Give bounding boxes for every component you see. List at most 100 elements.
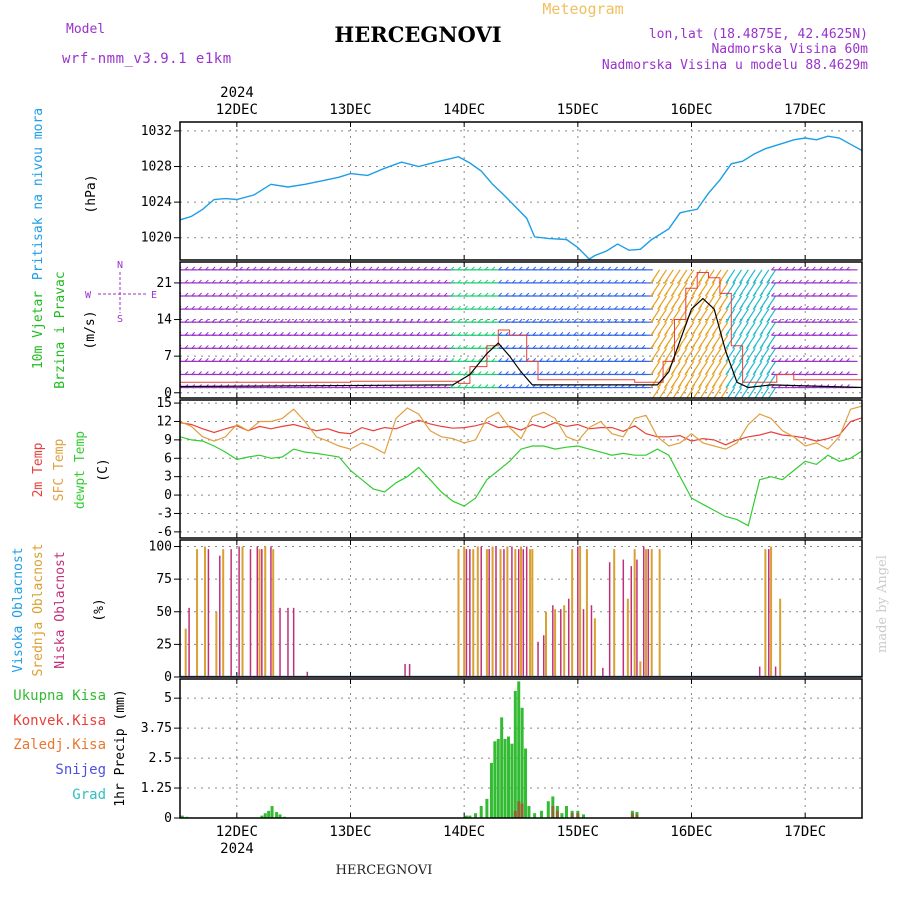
wind-barb-head xyxy=(327,279,332,284)
wind-barb-head xyxy=(805,344,809,349)
wind-barb-head xyxy=(777,344,782,349)
wind-barb-head xyxy=(607,358,612,362)
wind-barb-head xyxy=(314,331,318,336)
wind-barb-head xyxy=(409,279,414,284)
low-cloud-bar xyxy=(306,671,309,677)
wind-barb-head xyxy=(341,331,346,336)
wind-barb-head xyxy=(457,318,462,323)
date-label-top: 13DEC xyxy=(329,102,371,118)
wind-barb-head xyxy=(409,305,414,310)
wind-barb-head xyxy=(711,358,716,362)
wind-barb-head xyxy=(705,332,709,336)
wind-barb-head xyxy=(784,279,789,284)
date-label-bottom: 16DEC xyxy=(670,824,712,840)
low-cloud-bar xyxy=(287,607,289,677)
wind-barb xyxy=(657,321,667,336)
wind-barb xyxy=(670,321,681,336)
wind-barb xyxy=(766,361,777,375)
wind-barb-head xyxy=(477,318,482,323)
total-precip-bar xyxy=(500,717,504,818)
wind-barb-head xyxy=(771,305,775,310)
wind-barb-head xyxy=(423,318,427,323)
wind-barb-head xyxy=(464,384,468,388)
wind-barb-head xyxy=(614,318,618,323)
wind-barb-head xyxy=(641,279,646,284)
wind-barb-head xyxy=(771,266,775,271)
wind-barb-head xyxy=(725,384,730,389)
wind-barb xyxy=(745,295,756,310)
total-precip-bar xyxy=(496,738,500,818)
low-cloud-bar xyxy=(469,549,471,677)
total-precip-bar xyxy=(506,736,510,818)
wind-barb xyxy=(739,295,749,310)
wind-barb xyxy=(713,387,722,398)
wind-barb-head xyxy=(423,331,427,336)
wind-barb-head xyxy=(650,305,655,310)
low-cloud-bar xyxy=(622,559,625,677)
wind-barb xyxy=(670,374,681,389)
wind-barb-head xyxy=(286,371,291,375)
wind-barb-head xyxy=(280,266,284,271)
wind-barb xyxy=(732,269,743,284)
wind-barb-head xyxy=(593,318,598,323)
mid-cloud-bar xyxy=(645,549,648,677)
wind-barb xyxy=(711,334,722,349)
wind-barb xyxy=(766,334,777,349)
wind-barb-head xyxy=(573,305,578,310)
wind-barb-head xyxy=(846,344,850,349)
wind-barb-head xyxy=(457,305,462,310)
wind-barb-head xyxy=(341,266,346,271)
wind-barb-head xyxy=(341,292,346,297)
wind-barb-head xyxy=(341,318,346,323)
wind-barb-head xyxy=(464,279,468,284)
wind-barb-head xyxy=(198,305,202,310)
wind-barb xyxy=(670,361,681,375)
wind-barb-head xyxy=(348,292,352,297)
wind-ylabel2: Brzina i Pravac xyxy=(53,271,68,388)
wind-barb-head xyxy=(348,266,352,271)
low-cloud-bar xyxy=(249,549,252,677)
mid-cloud-bar xyxy=(633,549,636,677)
wind-barb-head xyxy=(518,384,523,388)
wind-barb-head xyxy=(205,266,209,271)
ytick-label: 5 xyxy=(164,691,172,706)
wind-barb-head xyxy=(382,305,387,310)
wind-barb-head xyxy=(532,344,537,349)
wind-barb xyxy=(711,295,722,310)
wind-barb-head xyxy=(745,371,750,376)
wind-barb-head xyxy=(593,344,598,349)
wind-barb-head xyxy=(784,358,789,362)
low-cloud-bar xyxy=(207,549,210,677)
wind-barb-head xyxy=(791,358,796,362)
wind-barb-head xyxy=(348,331,352,336)
wind-barb-head xyxy=(409,266,414,271)
wind-barb xyxy=(752,295,763,310)
wind-barb-head xyxy=(286,279,291,284)
wind-barb-head xyxy=(705,292,709,297)
wind-barb-head xyxy=(225,279,230,284)
ytick-label: 0 xyxy=(164,386,172,401)
ytick-label: 21 xyxy=(156,276,172,291)
wind-barb-head xyxy=(818,344,823,349)
wind-barb-head xyxy=(818,266,823,271)
total-precip-bar xyxy=(524,748,528,818)
wind-barb-head xyxy=(382,344,387,349)
wind-barb-head xyxy=(691,292,696,297)
wind-barb-head xyxy=(784,318,789,323)
mid-cloud-bar xyxy=(184,628,187,677)
low-cloud-bar xyxy=(256,546,259,677)
wind-barb-head xyxy=(273,266,277,271)
wind-barb-head xyxy=(607,371,612,375)
wind-barb xyxy=(745,321,756,336)
wind-barb-head xyxy=(600,331,605,336)
wind-barb-head xyxy=(846,279,850,284)
wind-barb-head xyxy=(252,331,257,336)
wind-barb-head xyxy=(677,358,682,362)
wind-barb-head xyxy=(634,318,639,323)
wind-barb xyxy=(691,282,702,297)
wind-barb xyxy=(684,269,695,284)
wind-barb-head xyxy=(725,345,730,349)
wind-barb-head xyxy=(650,319,655,323)
wind-barb xyxy=(745,374,756,389)
wind-barb xyxy=(759,282,770,297)
